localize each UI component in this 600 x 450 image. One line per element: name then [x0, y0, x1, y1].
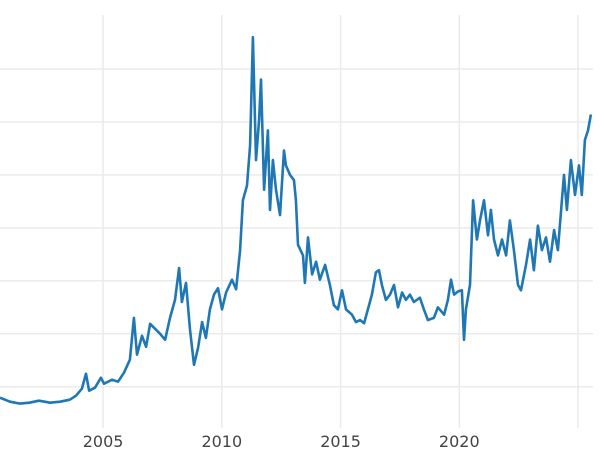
vertical-gridlines: [102, 15, 579, 428]
x-tick-label-2010: 2010: [201, 432, 242, 450]
price-series-line: [0, 35, 593, 405]
horizontal-gridlines: [0, 68, 593, 388]
x-tick-label-2005: 2005: [83, 432, 124, 450]
x-axis-tick-labels: 2005 2010 2015 2020: [83, 432, 480, 450]
x-tick-label-2015: 2015: [320, 432, 361, 450]
x-tick-label-2020: 2020: [439, 432, 480, 450]
